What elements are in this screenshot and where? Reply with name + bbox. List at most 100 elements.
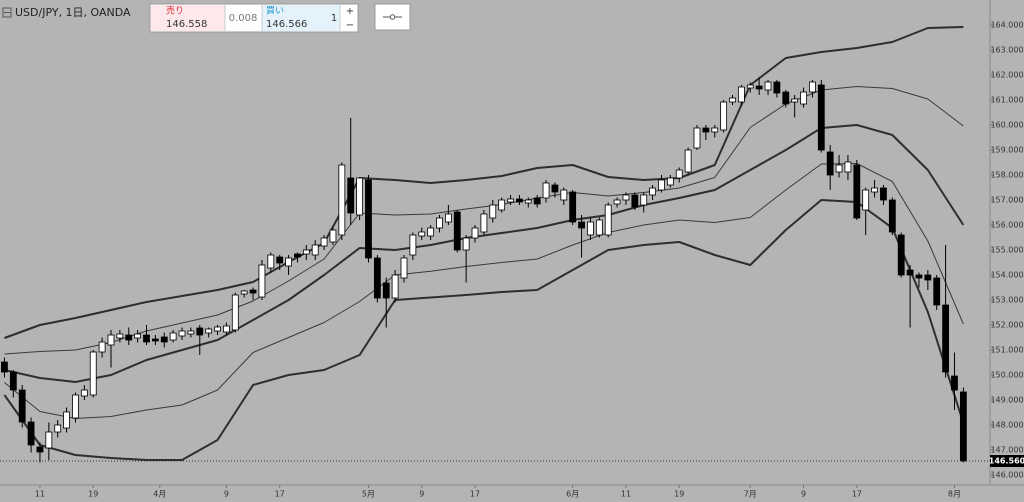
quantity-plus[interactable]: + <box>346 6 354 17</box>
candle-body <box>134 333 142 339</box>
candle-body <box>98 341 106 353</box>
y-tick-label: 158.000 <box>990 171 1023 180</box>
candle-body <box>835 164 843 173</box>
candle-body <box>524 199 532 204</box>
candle-body <box>356 177 363 216</box>
candle-body <box>178 330 186 337</box>
trade-widget: 売り 146.558 0.008 買い 146.566 1 + − <box>149 3 359 33</box>
candle-body <box>560 189 568 201</box>
candle-body <box>214 326 221 332</box>
buy-button[interactable] <box>262 5 340 31</box>
quantity-minus[interactable]: − <box>346 20 354 31</box>
candle-body <box>223 325 230 333</box>
candle-body <box>453 211 461 251</box>
candle-body <box>276 256 284 264</box>
candle-body <box>80 389 88 397</box>
candle-body <box>329 229 337 243</box>
candle-body <box>631 194 639 208</box>
candle-body <box>880 187 887 201</box>
quantity[interactable]: 1 <box>331 13 337 24</box>
candle-body <box>391 274 399 299</box>
x-tick-label: 4月 <box>153 490 166 499</box>
candle-body <box>107 334 115 346</box>
y-tick-label: 150.000 <box>990 371 1023 380</box>
x-tick-label: 19 <box>674 490 684 499</box>
candle-body <box>427 227 435 237</box>
candle-body <box>897 234 905 276</box>
candle-body <box>36 446 44 453</box>
bollinger-line <box>4 26 964 339</box>
candle-body <box>640 194 648 206</box>
candle-body <box>338 164 346 236</box>
y-tick-label: 156.000 <box>990 221 1023 230</box>
collapse-icon[interactable] <box>2 7 12 18</box>
candle-body <box>782 91 790 105</box>
candle-body <box>693 127 701 149</box>
x-tick-label: 11 <box>35 490 45 499</box>
candle-body <box>143 334 150 343</box>
y-tick-label: 151.000 <box>990 346 1023 355</box>
candle-body <box>773 81 781 94</box>
candle-body <box>382 282 390 299</box>
candle-body <box>400 257 408 279</box>
candle-body <box>480 213 488 233</box>
x-tick-label: 7月 <box>744 490 757 499</box>
y-tick-label: 164.000 <box>990 21 1023 30</box>
x-tick-label: 8月 <box>948 490 961 499</box>
candle-body <box>311 244 319 256</box>
candle-body <box>249 289 257 294</box>
candle-body <box>720 101 728 131</box>
bollinger-line <box>4 124 965 383</box>
sell-label: 売り <box>166 5 184 17</box>
y-tick-label: 159.000 <box>990 146 1023 155</box>
last-price-label: 146.560 <box>989 457 1024 466</box>
y-tick-label: 155.000 <box>990 246 1023 255</box>
candle-body <box>622 194 630 201</box>
y-tick-label: 160.000 <box>990 121 1023 130</box>
candle-body <box>800 91 807 105</box>
candle-body <box>862 189 870 211</box>
candle-body <box>888 199 896 233</box>
sell-price: 146.558 <box>166 19 207 30</box>
x-tick-label: 19 <box>88 490 98 499</box>
bollinger-line <box>3 199 965 461</box>
candle-body <box>853 164 861 219</box>
candle-body <box>240 290 248 295</box>
candle-body <box>542 182 550 199</box>
x-tick-label: 9 <box>224 490 229 499</box>
y-tick-label: 157.000 <box>990 196 1023 205</box>
candle-body <box>915 274 923 279</box>
candle-body <box>959 391 967 462</box>
candle-body <box>871 187 878 193</box>
x-tick-label: 17 <box>852 490 862 499</box>
y-tick-label: 149.000 <box>990 396 1023 405</box>
candle-body <box>302 249 310 255</box>
candle-body <box>436 217 443 229</box>
indicator-icon-dot <box>389 14 396 20</box>
sell-button[interactable] <box>151 5 225 31</box>
candle-body <box>373 257 381 299</box>
candle-body <box>409 234 417 256</box>
x-tick-label: 17 <box>275 490 285 499</box>
candle-body <box>258 264 266 298</box>
candle-body <box>569 191 577 223</box>
candle-body <box>471 227 479 239</box>
y-tick-label: 161.000 <box>990 96 1023 105</box>
y-tick-label: 152.000 <box>990 321 1023 330</box>
indicator-widget[interactable] <box>374 3 411 31</box>
x-tick-label: 6月 <box>566 490 579 499</box>
candle-body <box>595 219 603 236</box>
candle-body <box>151 338 159 342</box>
candle-body <box>684 149 692 173</box>
candle-body <box>116 333 124 339</box>
candle-body <box>729 97 736 103</box>
symbol-title: USD/JPY, 1日, OANDA <box>15 6 131 19</box>
candle-body <box>89 351 97 396</box>
candle-body <box>1 361 8 373</box>
candle-body <box>613 199 621 205</box>
y-tick-label: 162.000 <box>990 71 1023 80</box>
y-tick-label: 153.000 <box>990 296 1023 305</box>
